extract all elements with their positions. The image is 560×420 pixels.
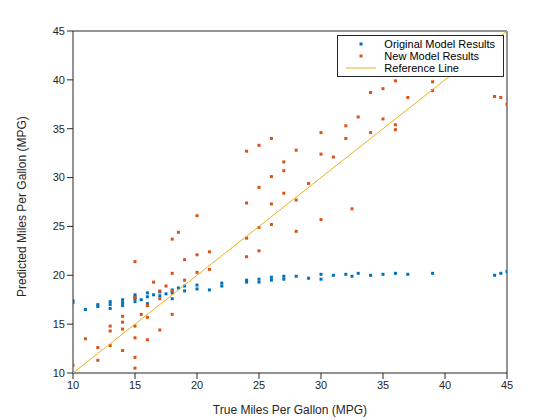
svg-text:15: 15 [129, 379, 141, 391]
html-text:Reference Line: Reference Line [384, 62, 459, 74]
svg-text:15: 15 [53, 318, 65, 330]
svg-text:30: 30 [315, 379, 327, 391]
svg-text:True Miles Per Gallon (MPG): True Miles Per Gallon (MPG) [213, 403, 367, 417]
svg-text:20: 20 [53, 269, 65, 281]
svg-text:Predicted Miles Per Gallon (MP: Predicted Miles Per Gallon (MPG) [15, 116, 29, 297]
svg-text:35: 35 [53, 123, 65, 135]
html-text:Original Model Results: Original Model Results [384, 38, 495, 50]
svg-text:20: 20 [191, 379, 203, 391]
svg-text:40: 40 [53, 74, 65, 86]
svg-text:30: 30 [53, 171, 65, 183]
svg-text:25: 25 [53, 220, 65, 232]
svg-text:45: 45 [53, 25, 65, 37]
svg-text:10: 10 [53, 367, 65, 379]
svg-text:40: 40 [439, 379, 451, 391]
svg-text:35: 35 [377, 379, 389, 391]
svg-text:10: 10 [67, 379, 79, 391]
html-text:New Model Results: New Model Results [384, 50, 480, 62]
svg-text:25: 25 [253, 379, 265, 391]
svg-text:45: 45 [501, 379, 513, 391]
